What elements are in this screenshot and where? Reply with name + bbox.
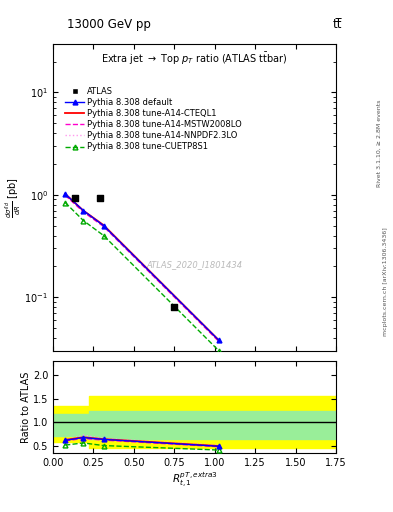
X-axis label: $R_{t,1}^{pT,extra3}$: $R_{t,1}^{pT,extra3}$ [172,471,217,490]
Text: ATLAS_2020_I1801434: ATLAS_2020_I1801434 [147,260,242,269]
Text: 13000 GeV pp: 13000 GeV pp [67,18,151,31]
Point [171,303,178,311]
Text: Extra jet $\rightarrow$ Top $p_T$ ratio (ATLAS t$\bar{\mathrm{t}}$bar): Extra jet $\rightarrow$ Top $p_T$ ratio … [101,51,288,67]
Text: Rivet 3.1.10, ≥ 2.8M events: Rivet 3.1.10, ≥ 2.8M events [376,100,381,187]
Point [96,194,103,202]
Text: mcplots.cern.ch [arXiv:1306.3436]: mcplots.cern.ch [arXiv:1306.3436] [384,227,388,336]
Legend: ATLAS, Pythia 8.308 default, Pythia 8.308 tune-A14-CTEQL1, Pythia 8.308 tune-A14: ATLAS, Pythia 8.308 default, Pythia 8.30… [63,84,244,154]
Y-axis label: Ratio to ATLAS: Ratio to ATLAS [22,371,31,443]
Text: tt̅: tt̅ [332,18,342,31]
Point [72,194,79,202]
Y-axis label: $\frac{d\sigma^{fid}}{dR}$ [pb]: $\frac{d\sigma^{fid}}{dR}$ [pb] [3,177,23,218]
